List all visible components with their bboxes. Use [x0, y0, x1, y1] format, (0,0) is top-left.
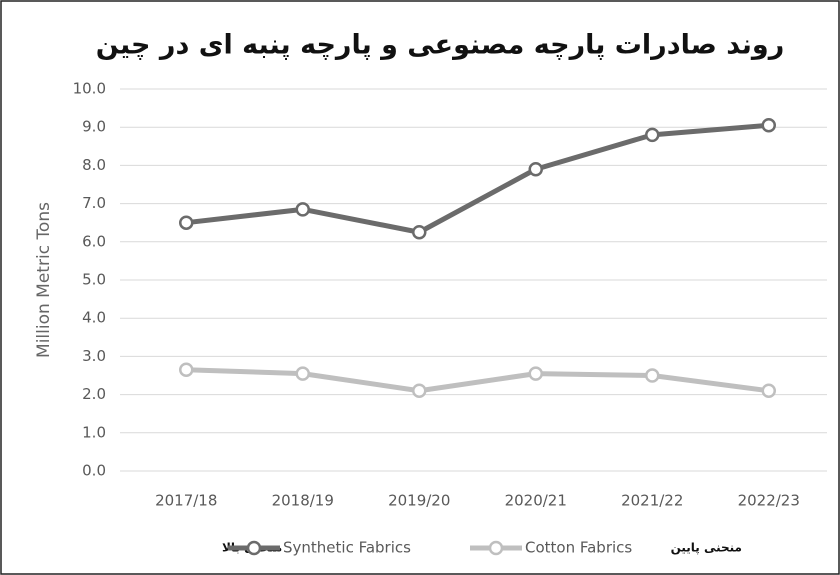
point [761, 118, 776, 133]
y-tick-label: 1.0 [82, 423, 106, 441]
point [528, 366, 543, 381]
y-tick-label: 2.0 [82, 385, 106, 403]
x-tick-label: 2017/18 [155, 492, 217, 510]
y-tick-label: 5.0 [82, 271, 106, 289]
y-tick-label: 7.0 [82, 194, 106, 212]
point [179, 215, 194, 230]
point [412, 225, 427, 240]
point [528, 161, 543, 177]
y-tick-label: 3.0 [82, 347, 106, 365]
x-tick-label: 2022/23 [738, 492, 800, 510]
x-tick-label: 2020/21 [505, 492, 567, 510]
point [295, 202, 310, 217]
point [761, 383, 776, 399]
legend-marker [488, 540, 504, 556]
series-line [186, 367, 770, 394]
y-tick-label: 8.0 [82, 156, 106, 174]
legend-marker [246, 540, 262, 556]
point [412, 383, 427, 399]
legend-label: Cotton Fabrics [525, 539, 632, 557]
x-tick-label: 2021/22 [621, 492, 683, 510]
point [179, 362, 194, 378]
y-tick-label: 10.0 [73, 80, 106, 98]
y-tick-label: 9.0 [82, 118, 106, 136]
point [295, 366, 310, 381]
y-tick-label: 4.0 [82, 309, 106, 327]
y-tick-label: 0.0 [82, 462, 106, 480]
y-axis-label: Million Metric Tons [34, 202, 54, 358]
point [645, 368, 660, 383]
series-line [185, 122, 769, 235]
y-tick-label: 6.0 [82, 232, 106, 250]
x-tick-label: 2019/20 [388, 492, 450, 510]
legend-annotation: منحنی پایین [671, 541, 742, 555]
x-tick-label: 2018/19 [272, 492, 334, 510]
legend-label: Synthetic Fabrics [283, 539, 411, 557]
chart-title: روند صادرات پارچه مصنوعی و پارچه پنبه ای… [96, 30, 785, 61]
point [645, 127, 660, 143]
